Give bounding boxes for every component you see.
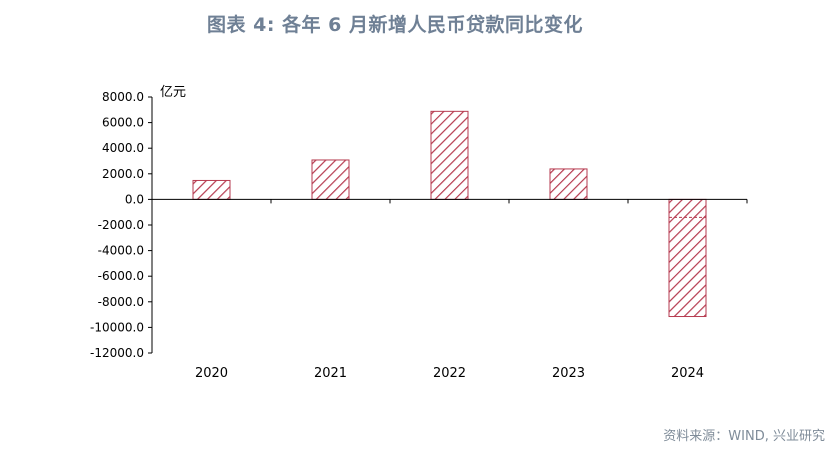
y-tick-label: 0.0	[125, 192, 144, 206]
source-note: 资料来源：WIND, 兴业研究	[663, 429, 825, 444]
x-tick-label: 2023	[552, 366, 585, 381]
y-unit-label: 亿元	[160, 85, 186, 100]
x-tick-label: 2024	[671, 366, 704, 381]
x-tick-label: 2020	[195, 366, 228, 381]
bar-2023	[549, 168, 588, 200]
bar-2021	[311, 159, 350, 200]
x-tick-label: 2022	[433, 366, 466, 381]
y-tick-label: 8000.0	[102, 90, 144, 104]
y-tick-label: -12000.0	[90, 346, 144, 360]
x-tick-label: 2021	[314, 366, 347, 381]
y-tick-label: 2000.0	[102, 167, 144, 181]
y-tick-label: -6000.0	[98, 269, 144, 283]
y-tick-label: -4000.0	[98, 244, 144, 258]
y-tick-label: -8000.0	[98, 295, 144, 309]
page-title: 图表 4: 各年 6 月新增人民币贷款同比变化	[207, 14, 583, 36]
y-tick-label: 4000.0	[102, 141, 144, 155]
y-tick-label: -2000.0	[98, 218, 144, 232]
y-tick-label: -10000.0	[90, 320, 144, 334]
bar-2022	[430, 110, 469, 200]
bar-2020	[192, 179, 231, 200]
y-tick-label: 6000.0	[102, 116, 144, 130]
